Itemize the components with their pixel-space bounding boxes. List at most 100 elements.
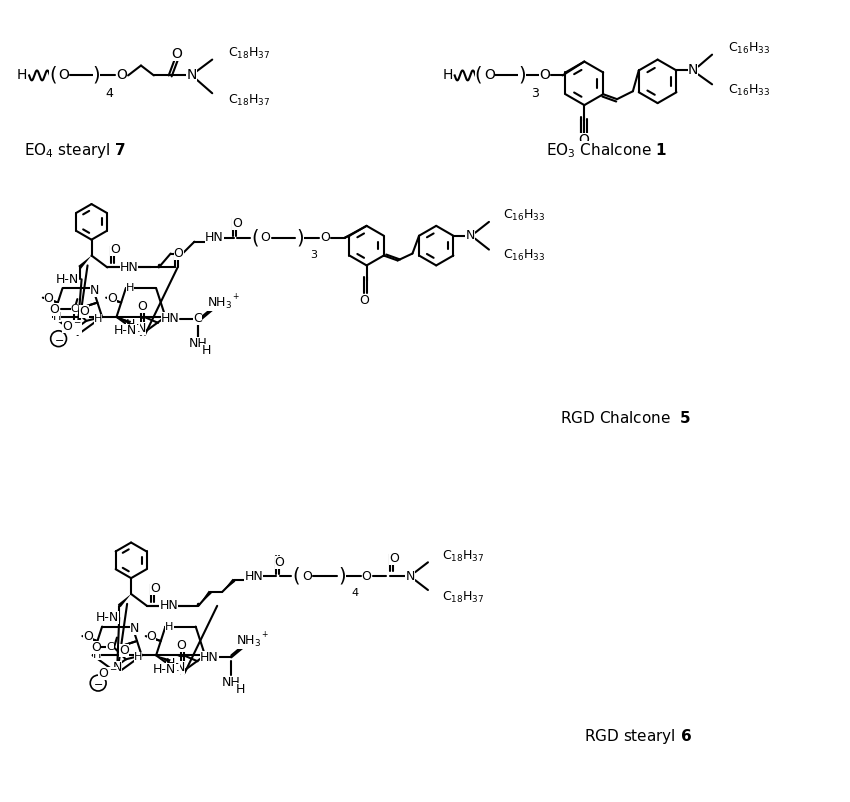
Text: 3: 3 bbox=[531, 87, 539, 100]
Text: O: O bbox=[261, 231, 270, 245]
Text: NH$_3$: NH$_3$ bbox=[236, 634, 262, 649]
Text: O$^-$: O$^-$ bbox=[98, 666, 118, 679]
Text: $-$: $-$ bbox=[94, 678, 103, 688]
Text: N: N bbox=[176, 661, 185, 674]
Text: H-: H- bbox=[166, 657, 179, 670]
Text: O: O bbox=[232, 217, 242, 230]
Polygon shape bbox=[198, 591, 212, 606]
Text: O: O bbox=[116, 68, 127, 83]
Text: O: O bbox=[146, 630, 156, 643]
Text: O: O bbox=[389, 552, 400, 565]
Text: C$_{16}$H$_{33}$: C$_{16}$H$_{33}$ bbox=[503, 209, 545, 224]
Text: O: O bbox=[119, 644, 129, 657]
Text: (: ( bbox=[49, 66, 57, 85]
Text: O: O bbox=[83, 630, 94, 643]
Text: HN: HN bbox=[159, 599, 178, 613]
Text: O: O bbox=[43, 292, 54, 305]
Text: O: O bbox=[173, 247, 184, 260]
Text: N: N bbox=[112, 661, 122, 674]
Text: O: O bbox=[107, 292, 117, 305]
Text: HN: HN bbox=[245, 569, 264, 583]
Text: C: C bbox=[71, 304, 78, 314]
Text: N: N bbox=[73, 322, 82, 335]
Text: N: N bbox=[130, 622, 139, 635]
Text: NH: NH bbox=[222, 675, 241, 689]
Text: C: C bbox=[193, 313, 202, 326]
Text: O: O bbox=[150, 581, 160, 594]
Text: N: N bbox=[405, 569, 415, 583]
Text: HN: HN bbox=[205, 231, 224, 245]
Text: ): ) bbox=[338, 567, 346, 585]
Text: H-N: H-N bbox=[114, 324, 137, 337]
Text: H-N: H-N bbox=[56, 273, 79, 286]
Text: EO$_4$ stearyl $\mathbf{7}$: EO$_4$ stearyl $\mathbf{7}$ bbox=[24, 141, 127, 160]
Text: O: O bbox=[171, 47, 182, 61]
Text: C$_{16}$H$_{33}$: C$_{16}$H$_{33}$ bbox=[728, 41, 770, 56]
Text: H: H bbox=[94, 314, 102, 324]
Text: RGD stearyl $\mathbf{6}$: RGD stearyl $\mathbf{6}$ bbox=[584, 727, 692, 746]
Text: C$_{16}$H$_{33}$: C$_{16}$H$_{33}$ bbox=[503, 248, 545, 263]
Text: O: O bbox=[303, 569, 312, 583]
Text: H: H bbox=[235, 683, 245, 695]
Text: $^+$: $^+$ bbox=[230, 292, 240, 302]
Text: C$_{16}$H$_{33}$: C$_{16}$H$_{33}$ bbox=[728, 83, 770, 98]
Text: 4: 4 bbox=[105, 87, 113, 100]
Text: O: O bbox=[177, 639, 186, 652]
Text: ): ) bbox=[518, 66, 526, 85]
Text: HN: HN bbox=[120, 261, 139, 274]
Text: H: H bbox=[93, 650, 101, 660]
Text: ): ) bbox=[93, 66, 100, 85]
Text: NH: NH bbox=[189, 337, 207, 350]
Text: C$_{18}$H$_{37}$: C$_{18}$H$_{37}$ bbox=[442, 590, 484, 606]
Text: N: N bbox=[90, 284, 99, 297]
Text: O: O bbox=[110, 243, 120, 256]
Text: HN: HN bbox=[161, 313, 179, 326]
Polygon shape bbox=[78, 256, 92, 269]
Text: H-N: H-N bbox=[153, 662, 176, 675]
Text: 4: 4 bbox=[352, 588, 359, 598]
Text: EO$_3$ Chalcone $\mathbf{1}$: EO$_3$ Chalcone $\mathbf{1}$ bbox=[546, 141, 666, 160]
Text: C$_{18}$H$_{37}$: C$_{18}$H$_{37}$ bbox=[228, 46, 270, 61]
Text: H-N: H-N bbox=[96, 611, 119, 624]
Text: H-: H- bbox=[126, 318, 140, 331]
Text: NH$_3$: NH$_3$ bbox=[207, 295, 232, 310]
Text: O: O bbox=[137, 301, 147, 314]
Text: O: O bbox=[360, 294, 370, 306]
Text: C$_{18}$H$_{37}$: C$_{18}$H$_{37}$ bbox=[228, 92, 270, 107]
Text: (: ( bbox=[251, 229, 258, 247]
Text: H: H bbox=[133, 652, 142, 662]
Text: O: O bbox=[320, 231, 330, 245]
Text: N: N bbox=[136, 322, 145, 335]
Text: O: O bbox=[49, 302, 60, 315]
Text: O: O bbox=[578, 133, 589, 147]
Text: 3: 3 bbox=[310, 249, 317, 260]
Polygon shape bbox=[156, 655, 171, 663]
Text: (: ( bbox=[292, 567, 300, 585]
Text: C$_{18}$H$_{37}$: C$_{18}$H$_{37}$ bbox=[442, 549, 484, 564]
Text: H: H bbox=[17, 68, 27, 83]
Text: C: C bbox=[106, 642, 114, 653]
Text: O: O bbox=[91, 641, 101, 654]
Text: H: H bbox=[53, 312, 61, 322]
Polygon shape bbox=[222, 579, 235, 592]
Text: O: O bbox=[79, 306, 89, 318]
Text: H: H bbox=[202, 344, 212, 357]
Text: H: H bbox=[165, 622, 173, 632]
Text: O: O bbox=[539, 68, 550, 83]
Text: H: H bbox=[126, 283, 134, 294]
Polygon shape bbox=[118, 594, 131, 607]
Text: N: N bbox=[466, 229, 475, 242]
Text: O: O bbox=[484, 68, 495, 83]
Text: O$^-$: O$^-$ bbox=[62, 320, 82, 334]
Text: $^+$: $^+$ bbox=[260, 630, 269, 641]
Text: N: N bbox=[186, 68, 196, 83]
Text: O: O bbox=[275, 556, 285, 569]
Text: H: H bbox=[443, 68, 453, 83]
Text: RGD Chalcone  $\mathbf{5}$: RGD Chalcone $\mathbf{5}$ bbox=[560, 410, 691, 426]
Text: O: O bbox=[59, 68, 69, 83]
Text: (: ( bbox=[474, 66, 482, 85]
Text: HN: HN bbox=[200, 651, 219, 664]
Text: ): ) bbox=[297, 229, 304, 247]
Text: $-$: $-$ bbox=[54, 334, 64, 344]
Polygon shape bbox=[116, 317, 131, 325]
